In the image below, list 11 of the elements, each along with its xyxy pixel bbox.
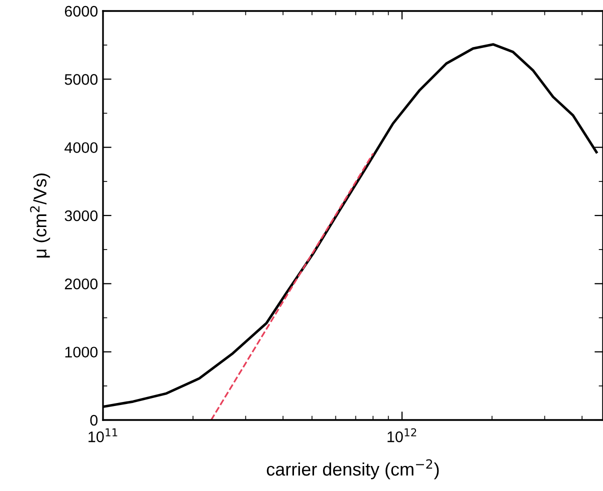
y-tick-label: 0 [90,414,98,426]
y-axis-title: μ (cm$^{2}$/Vs) [30,174,50,258]
y-tick-label: 1000 [65,346,98,358]
y-tick-label: 2000 [64,278,98,290]
y-tick-label: 4000 [64,142,98,154]
y-tick-label: 5000 [64,74,98,85]
y-tick-label: 6000 [64,6,98,17]
y-tick-label: 3000 [64,210,98,222]
x-tick-label: 10$^{11}$ [88,428,118,442]
x-axis-title: carrier density (cm$^{−2}$) [266,459,439,480]
x-tick-label: 10$^{12}$ [388,428,416,442]
